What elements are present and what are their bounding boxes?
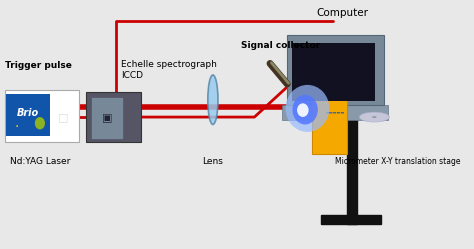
Text: Trigger pulse: Trigger pulse	[5, 61, 72, 70]
Ellipse shape	[359, 112, 389, 122]
Bar	[86, 92, 141, 142]
FancyBboxPatch shape	[5, 90, 79, 142]
Text: Signal collector: Signal collector	[241, 41, 319, 50]
Text: .: .	[15, 116, 19, 130]
Text: Brio: Brio	[17, 108, 39, 118]
FancyBboxPatch shape	[287, 35, 383, 105]
Bar	[91, 97, 123, 139]
Ellipse shape	[208, 75, 218, 124]
Bar	[6, 94, 50, 136]
Bar	[321, 215, 381, 224]
Ellipse shape	[297, 103, 309, 117]
Bar	[346, 38, 357, 224]
Text: Nd:YAG Laser: Nd:YAG Laser	[9, 157, 70, 166]
Text: □: □	[58, 112, 68, 122]
Ellipse shape	[372, 116, 377, 118]
Text: Micrometer X-Y translation stage: Micrometer X-Y translation stage	[335, 157, 460, 166]
Text: ▬▬▬▬▬: ▬▬▬▬▬	[326, 110, 345, 114]
Text: Lens: Lens	[202, 157, 223, 166]
Bar	[312, 75, 346, 154]
Ellipse shape	[292, 95, 318, 124]
Ellipse shape	[35, 117, 45, 129]
Bar	[292, 43, 375, 101]
Text: ▣: ▣	[101, 113, 112, 123]
Ellipse shape	[285, 85, 329, 132]
Bar	[282, 105, 388, 120]
Text: Echelle spectrograph
ICCD: Echelle spectrograph ICCD	[120, 60, 217, 80]
Text: Computer: Computer	[316, 8, 368, 18]
